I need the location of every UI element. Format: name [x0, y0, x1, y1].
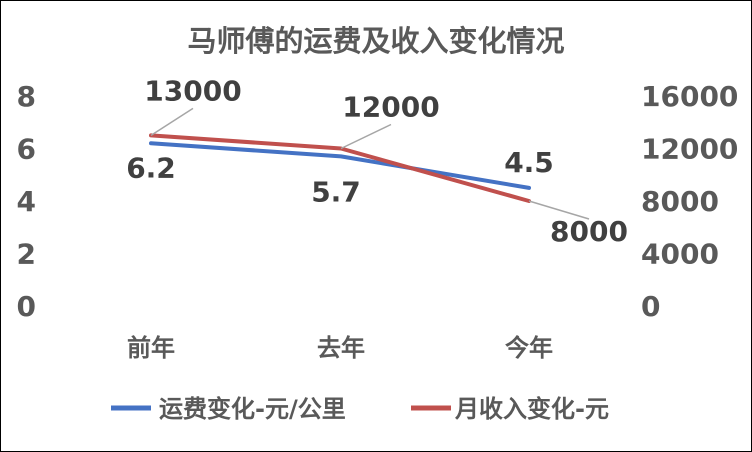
- left-tick-label: 0: [17, 290, 36, 323]
- legend-label: 月收入变化-元: [454, 395, 609, 423]
- legend-label: 运费变化-元/公里: [159, 395, 346, 423]
- right-tick-label: 12000: [641, 133, 738, 166]
- category-label: 前年: [127, 334, 175, 362]
- leader-line: [340, 123, 392, 150]
- label-leader-lines: [150, 107, 590, 220]
- category-label: 去年: [317, 334, 365, 362]
- data-label: 12000: [342, 91, 439, 124]
- data-label: 5.7: [311, 175, 361, 208]
- chart-title: 马师傅的运费及收入变化情况: [187, 24, 564, 58]
- legend: 运费变化-元/公里 月收入变化-元: [111, 395, 609, 423]
- data-label: 13000: [144, 74, 241, 107]
- right-tick-label: 4000: [641, 238, 719, 271]
- right-tick-label: 8000: [641, 185, 719, 218]
- data-label: 4.5: [504, 146, 554, 179]
- category-label: 今年: [505, 334, 553, 362]
- left-tick-label: 8: [17, 80, 36, 113]
- left-tick-label: 6: [17, 133, 36, 166]
- right-axis-ticks: 0 4000 8000 12000 16000: [641, 80, 738, 323]
- right-tick-label: 16000: [641, 80, 738, 113]
- data-labels: 6.2 5.7 4.5 13000 12000 8000: [126, 74, 628, 248]
- data-label: 6.2: [126, 151, 176, 184]
- leader-line: [528, 200, 590, 220]
- series-line: [149, 141, 531, 190]
- left-axis-ticks: 0 2 4 6 8: [17, 80, 36, 323]
- category-axis: 前年 去年 今年: [127, 334, 553, 362]
- left-tick-label: 4: [17, 185, 36, 218]
- left-tick-label: 2: [17, 238, 36, 271]
- data-label: 8000: [550, 215, 628, 248]
- leader-line: [150, 107, 194, 137]
- right-tick-label: 0: [641, 290, 660, 323]
